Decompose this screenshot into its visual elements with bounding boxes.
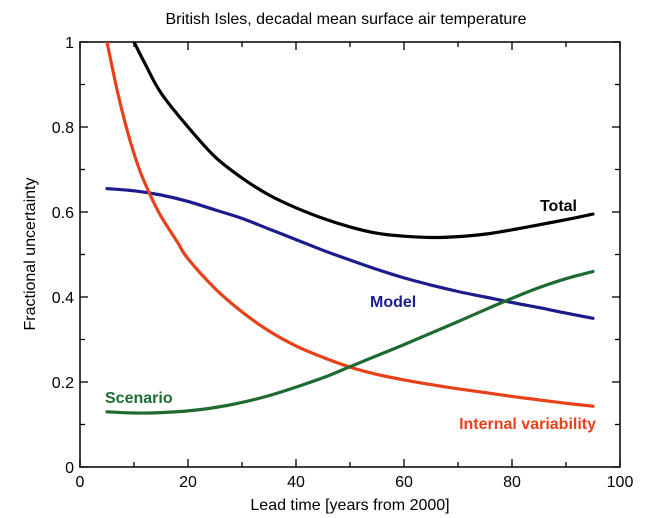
x-tick-label: 0 bbox=[76, 474, 85, 491]
series-label-total: Total bbox=[540, 198, 577, 215]
series-line-total bbox=[132, 42, 595, 240]
x-axis-title: Lead time [years from 2000] bbox=[250, 497, 449, 514]
chart-title: British Isles, decadal mean surface air … bbox=[165, 11, 526, 28]
series-lines bbox=[105, 42, 595, 415]
y-tick-label: 0.2 bbox=[52, 375, 74, 392]
y-tick-label: 0 bbox=[65, 460, 74, 477]
y-tick-label: 1 bbox=[65, 35, 74, 52]
x-tick-label: 60 bbox=[395, 474, 413, 491]
y-tick-label: 0.8 bbox=[52, 120, 74, 137]
series-line-internal-variability bbox=[105, 42, 595, 408]
axis-ticks bbox=[79, 41, 621, 468]
x-tick-label: 40 bbox=[287, 474, 305, 491]
y-tick-label: 0.4 bbox=[52, 290, 74, 307]
series-line-model bbox=[105, 187, 595, 320]
series-labels: Total Model Internal variability Scenario bbox=[105, 198, 596, 433]
series-line-scenario bbox=[105, 269, 595, 415]
series-label-scenario: Scenario bbox=[105, 390, 173, 407]
x-tick-label: 80 bbox=[503, 474, 521, 491]
y-tick-label: 0.6 bbox=[52, 205, 74, 222]
tick-labels: 0 20 40 60 80 100 0 0.2 0.4 0.6 0.8 1 bbox=[52, 35, 634, 491]
x-tick-label: 20 bbox=[179, 474, 197, 491]
y-axis-title: Fractional uncertainty bbox=[22, 178, 39, 331]
series-label-model: Model bbox=[370, 294, 416, 311]
series-label-internal-variability: Internal variability bbox=[459, 416, 596, 433]
x-tick-label: 100 bbox=[607, 474, 634, 491]
